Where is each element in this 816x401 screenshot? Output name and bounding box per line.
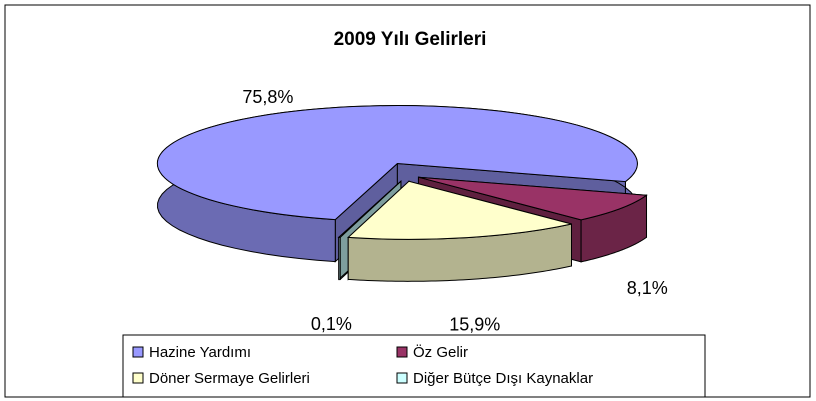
- legend-swatch: [396, 372, 408, 384]
- slice-top: [156, 105, 638, 221]
- legend-label: Diğer Bütçe Dışı Kaynaklar: [413, 370, 593, 387]
- data-label: 15,9%: [449, 314, 500, 334]
- data-label: 0,1%: [311, 314, 352, 334]
- slice-top: [418, 176, 648, 221]
- legend-swatch: [132, 346, 144, 358]
- legend-label: Öz Gelir: [413, 343, 468, 361]
- slice-top: [347, 180, 572, 240]
- chart-title: 2009 Yılı Gelirleri: [334, 29, 487, 50]
- legend-label: Döner Sermaye Gelirleri: [149, 370, 310, 387]
- slice-wall: [338, 236, 341, 280]
- slice-top: [337, 180, 402, 238]
- slice: [156, 105, 638, 263]
- data-label: 8,1%: [627, 278, 668, 298]
- legend-swatch: [132, 372, 144, 384]
- slice: [347, 180, 573, 282]
- data-label: 75,8%: [242, 87, 293, 107]
- legend-label: Hazine Yardımı: [149, 344, 251, 361]
- legend-swatch: [396, 346, 408, 358]
- legend-box: [122, 334, 706, 398]
